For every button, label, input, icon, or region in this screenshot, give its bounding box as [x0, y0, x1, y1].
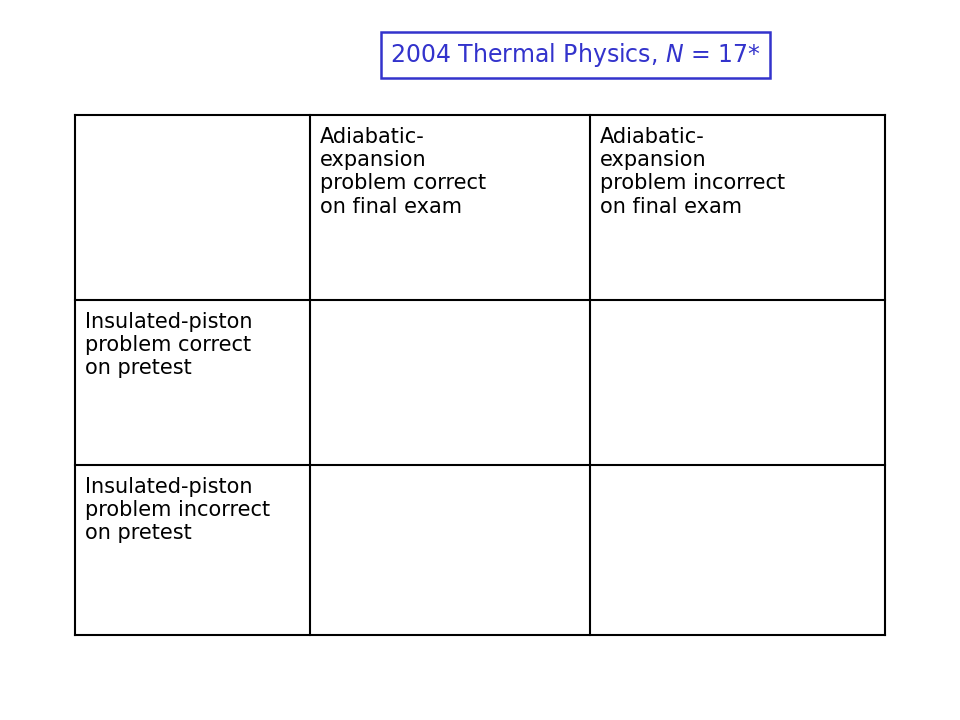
- Text: 2004 Thermal Physics, $\mathit{N}$ = 17*: 2004 Thermal Physics, $\mathit{N}$ = 17*: [390, 41, 761, 69]
- Text: Insulated-piston
problem correct
on pretest: Insulated-piston problem correct on pret…: [85, 312, 252, 379]
- Text: Insulated-piston
problem incorrect
on pretest: Insulated-piston problem incorrect on pr…: [85, 477, 270, 544]
- Text: Adiabatic-
expansion
problem incorrect
on final exam: Adiabatic- expansion problem incorrect o…: [600, 127, 785, 217]
- Text: Adiabatic-
expansion
problem correct
on final exam: Adiabatic- expansion problem correct on …: [320, 127, 486, 217]
